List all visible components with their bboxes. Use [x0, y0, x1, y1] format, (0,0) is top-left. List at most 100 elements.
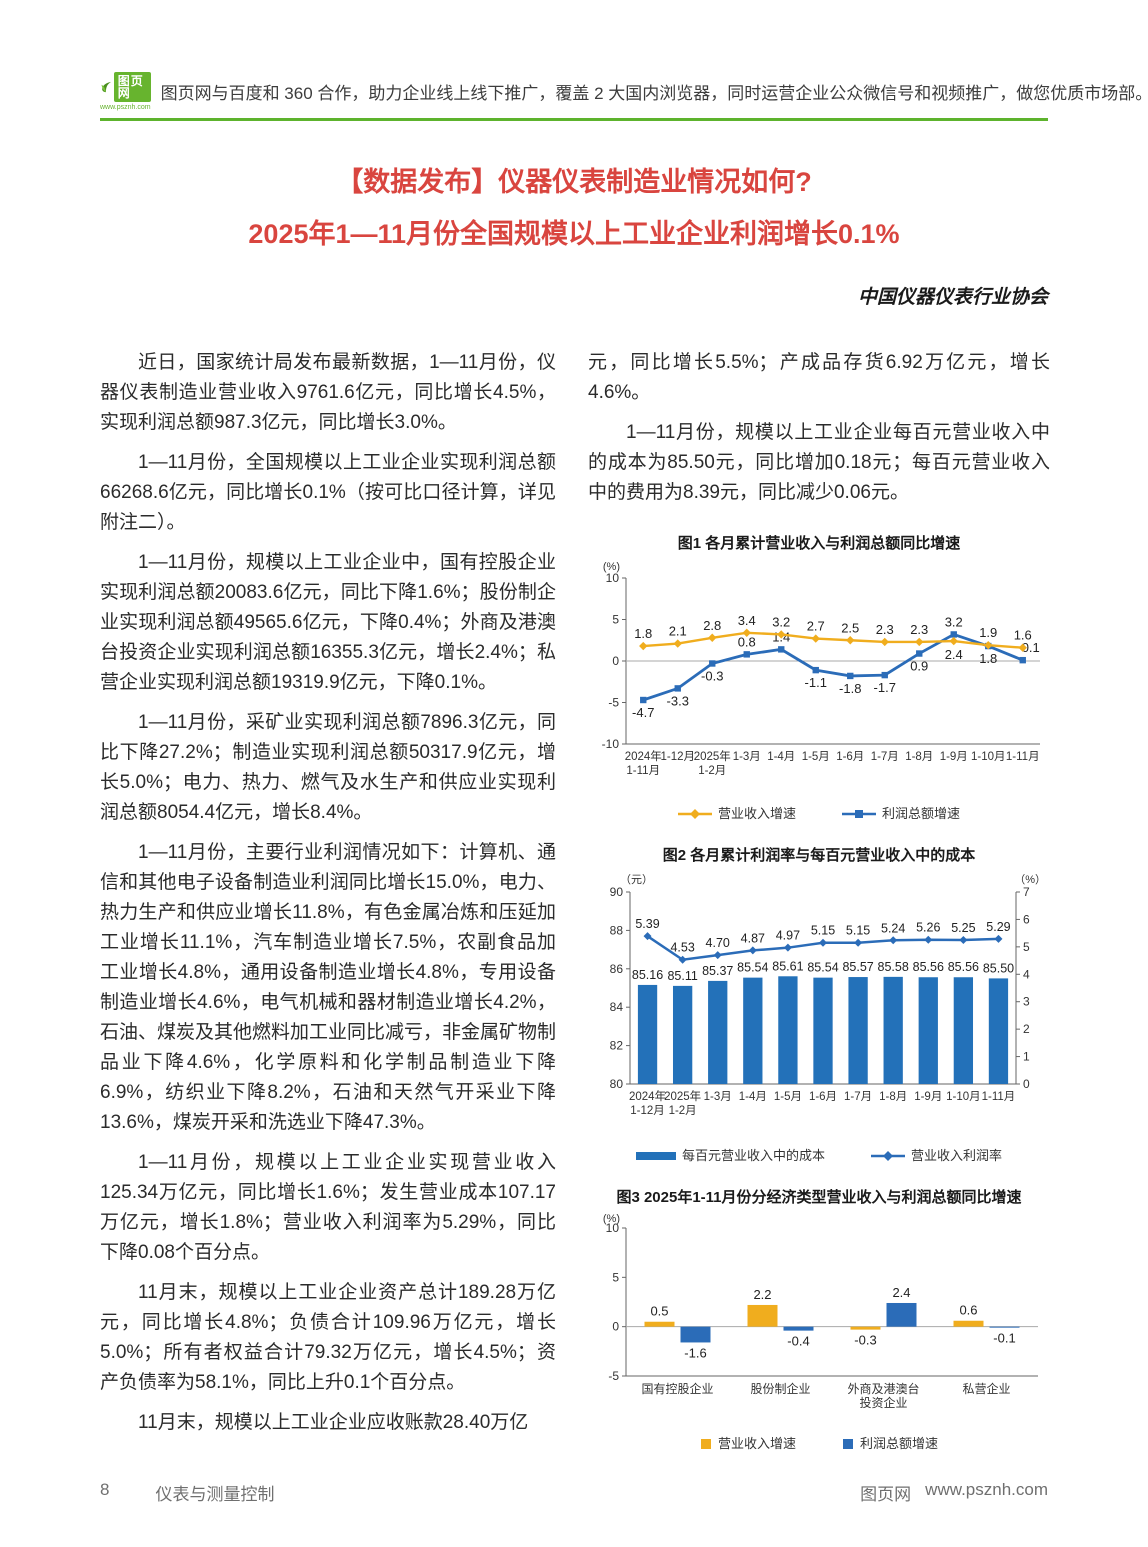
svg-text:1-5月: 1-5月: [774, 1091, 802, 1103]
svg-text:5.15: 5.15: [811, 924, 835, 938]
svg-text:84: 84: [610, 1000, 624, 1014]
svg-text:1-2月: 1-2月: [669, 1105, 697, 1117]
svg-text:投资企业: 投资企业: [859, 1395, 907, 1410]
svg-text:1-3月: 1-3月: [704, 1091, 732, 1103]
paragraph: 1—11月份，主要行业利润情况如下：计算机、通信和其他电子设备制造业利润同比增长…: [100, 842, 557, 1133]
svg-text:1-11月: 1-11月: [982, 1091, 1016, 1103]
legend-item: 利润总额增速: [842, 1437, 938, 1450]
paragraph: 1—11月份，规模以上工业企业实现营业收入125.34万亿元，同比增长1.6%；…: [100, 1152, 556, 1263]
svg-text:2.3: 2.3: [876, 622, 894, 637]
figure3-svg: 10 5 0 -5 (%) 0.5 -1.6 国有控股企业 2.2 -0.4 股份制企业 -0.3 2.…: [603, 1213, 1038, 1410]
svg-text:1.8: 1.8: [634, 626, 652, 641]
svg-text:5.15: 5.15: [846, 924, 870, 938]
svg-text:（%）: （%）: [1014, 873, 1046, 886]
svg-text:5.26: 5.26: [916, 921, 940, 935]
svg-text:2.5: 2.5: [841, 620, 859, 635]
svg-text:85.54: 85.54: [807, 961, 838, 975]
figure3-grouped-bar-chart: 图3 2025年1-11月份分经济类型营业收入与利润总额同比增速 10 5 0 -5 (…: [588, 1186, 1050, 1450]
paragraph: 近日，国家统计局发布最新数据，1—11月份，仪器仪表制造业营业收入9761.6亿…: [100, 352, 556, 433]
paragraph: 11月末，规模以上工业企业资产总计189.28万亿元，同比增长4.8%；负债合计…: [100, 1282, 556, 1393]
svg-text:2024年: 2024年: [629, 1089, 666, 1103]
journal-name: 仪表与测量控制: [155, 1485, 275, 1504]
paragraph: 11月末，规模以上工业企业应收账款28.40万亿: [138, 1412, 529, 1433]
svg-text:2.8: 2.8: [703, 618, 721, 633]
svg-text:1-7月: 1-7月: [844, 1091, 872, 1103]
svg-text:7: 7: [1023, 885, 1030, 899]
figure2-bar-line-chart: 图2 各月累计利润率与每百元营业收入中的成本 90 88 86 84 82 80 7 6 5 4 3…: [588, 844, 1050, 1162]
svg-text:国有控股企业: 国有控股企业: [641, 1381, 713, 1396]
svg-text:-1.7: -1.7: [874, 680, 896, 695]
figure1-canvas: 10 5 0 -5 -10 (%) 2024年 1-11月 1-12月 2025年 1-2月 1-3月…: [588, 556, 1050, 804]
svg-text:10: 10: [606, 571, 620, 585]
svg-text:85.54: 85.54: [737, 961, 768, 975]
svg-text:0: 0: [612, 654, 619, 668]
svg-text:85.58: 85.58: [878, 960, 909, 974]
headline-line-1: 【数据发布】仪器仪表制造业情况如何?: [336, 167, 812, 197]
svg-text:2.4: 2.4: [892, 1285, 910, 1300]
legend-item: 营业收入利润率: [871, 1149, 1002, 1162]
paragraph: 1—11月份，规模以上工业企业中，国有控股企业实现利润总额20083.6亿元，同…: [100, 552, 556, 693]
page-number: 8: [100, 1480, 110, 1499]
svg-text:4.70: 4.70: [706, 936, 730, 950]
figure1-title: 图1 各月累计营业收入与利润总额同比增速: [677, 535, 961, 552]
svg-text:1-11月: 1-11月: [626, 765, 660, 777]
footer-site-url: www.psznh.com: [925, 1480, 1048, 1499]
svg-text:1-9月: 1-9月: [914, 1091, 942, 1103]
svg-text:85.16: 85.16: [632, 968, 663, 982]
legend-item: 利润总额增速: [842, 807, 960, 820]
svg-text:1-6月: 1-6月: [809, 1091, 837, 1103]
svg-text:85.61: 85.61: [772, 959, 803, 973]
svg-text:82: 82: [610, 1039, 624, 1053]
legend-item: 营业收入增速: [700, 1437, 796, 1450]
figure2-svg: 90 88 86 84 82 80 7 6 5 4 3 2 1 0 （元） （%） 85.16 85.11 85.3…: [610, 873, 1046, 1117]
page-footer: 8 仪表与测量控制 图页网 www.psznh.com: [100, 1480, 1048, 1505]
svg-text:2.3: 2.3: [910, 622, 928, 637]
figure1-svg: 1050-5-10(%)2024年1-11月1-12月2025年1-2月1-3月…: [602, 561, 1040, 777]
svg-text:2.2: 2.2: [753, 1287, 771, 1302]
svg-text:0.1: 0.1: [1022, 640, 1040, 655]
headline-line-2: 2025年1—11月份全国规模以上工业企业利润增长0.1%: [248, 219, 900, 249]
svg-text:1-8月: 1-8月: [905, 751, 933, 763]
svg-text:85.37: 85.37: [702, 964, 733, 978]
svg-text:80: 80: [610, 1077, 624, 1091]
svg-text:1: 1: [1023, 1050, 1030, 1064]
svg-text:3.2: 3.2: [945, 614, 963, 629]
paragraph: 元，同比增长5.5%；产成品存货6.92万亿元，增长4.6%。: [588, 352, 1050, 403]
figure1-legend: 营业收入增速 利润总额增速: [588, 807, 1050, 820]
svg-text:-0.3: -0.3: [701, 668, 723, 683]
svg-text:1-7月: 1-7月: [871, 751, 899, 763]
svg-text:1-12月: 1-12月: [630, 1105, 665, 1117]
svg-text:1-6月: 1-6月: [836, 751, 864, 763]
svg-text:-0.1: -0.1: [993, 1331, 1015, 1346]
banner-text: 图页网与百度和 360 合作，助力企业线上线下推广，覆盖 2 大国内浏览器，同时…: [160, 84, 1148, 103]
svg-text:-5: -5: [608, 1369, 619, 1383]
svg-text:-5: -5: [608, 696, 619, 710]
svg-text:4.97: 4.97: [776, 929, 800, 943]
paragraph: 1—11月份，采矿业实现利润总额7896.3亿元，同比下降27.2%；制造业实现…: [100, 712, 556, 823]
svg-text:3.2: 3.2: [772, 614, 790, 629]
svg-text:0.8: 0.8: [738, 634, 756, 649]
svg-text:（元）: （元）: [620, 873, 653, 886]
svg-text:1-2月: 1-2月: [698, 765, 726, 777]
svg-text:1-3月: 1-3月: [733, 751, 761, 763]
byline-author: 中国仪器仪表行业协会: [857, 287, 1048, 308]
svg-text:5: 5: [1023, 940, 1030, 954]
promo-banner: 图页网 www.psznh.com 图页网与百度和 360 合作，助力企业线上线…: [100, 72, 1148, 121]
svg-text:(%): (%): [603, 561, 620, 573]
article-left-column: 近日，国家统计局发布最新数据，1—11月份，仪器仪表制造业营业收入9761.6亿…: [100, 348, 556, 1448]
svg-text:2024年: 2024年: [625, 749, 662, 763]
svg-text:-3.3: -3.3: [667, 693, 689, 708]
svg-text:5.29: 5.29: [986, 920, 1010, 934]
svg-text:1-10月: 1-10月: [946, 1091, 981, 1103]
svg-text:2025年: 2025年: [694, 749, 731, 763]
svg-text:1-9月: 1-9月: [940, 751, 968, 763]
svg-text:-1.6: -1.6: [684, 1345, 706, 1360]
figure2-canvas: 90 88 86 84 82 80 7 6 5 4 3 2 1 0 （元） （%） 85.16 85.11 85.3…: [588, 868, 1050, 1146]
svg-text:0: 0: [612, 1320, 619, 1334]
svg-text:2.4: 2.4: [945, 647, 963, 662]
logo-wordmark: 图页网: [113, 72, 151, 102]
svg-text:85.50: 85.50: [983, 961, 1014, 975]
footer-site-name: 图页网: [860, 1485, 912, 1504]
svg-text:85.56: 85.56: [913, 960, 944, 974]
svg-text:(%): (%): [603, 1213, 620, 1225]
